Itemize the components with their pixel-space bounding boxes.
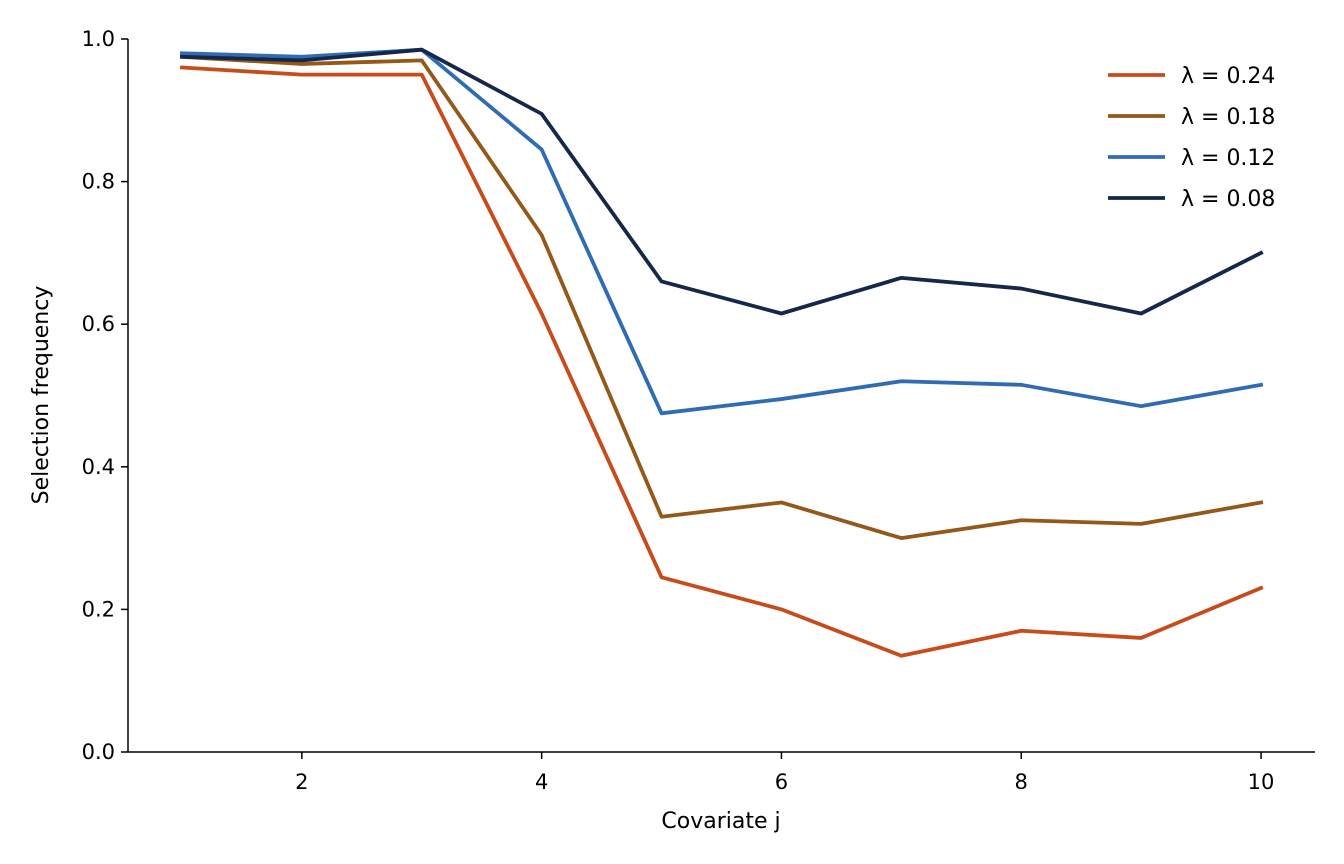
- x-tick-label: 8: [1015, 770, 1028, 794]
- series-line-0: [179, 65, 1264, 658]
- legend-label: λ = 0.12: [1181, 146, 1275, 171]
- series-group: [179, 47, 1264, 658]
- y-tick-label: 0.2: [82, 597, 115, 621]
- x-axis-label: Covariate j: [661, 809, 780, 834]
- x-tick-label: 6: [775, 770, 788, 794]
- y-ticks: 0.0 0.2 0.4 0.6 0.8 1.0: [82, 27, 128, 764]
- y-tick-label: 1.0: [82, 27, 115, 51]
- series-line-2: [179, 47, 1264, 416]
- legend-label: λ = 0.18: [1181, 105, 1275, 130]
- x-tick-label: 10: [1248, 770, 1275, 794]
- x-ticks: 2 4 6 8 10: [295, 752, 1274, 794]
- y-axis-label: Selection frequency: [29, 286, 54, 505]
- y-tick-label: 0.6: [82, 312, 115, 336]
- x-tick-label: 4: [535, 770, 548, 794]
- series-line-3: [179, 47, 1264, 316]
- y-tick-label: 0.4: [82, 455, 115, 479]
- legend-label: λ = 0.24: [1181, 64, 1275, 89]
- legend: λ = 0.24 λ = 0.18 λ = 0.12 λ = 0.08: [1108, 64, 1275, 212]
- series-line-1: [179, 54, 1264, 540]
- legend-label: λ = 0.08: [1181, 187, 1275, 212]
- axes: [127, 39, 1315, 753]
- y-tick-label: 0.8: [82, 170, 115, 194]
- x-tick-label: 2: [295, 770, 308, 794]
- y-tick-label: 0.0: [82, 740, 115, 764]
